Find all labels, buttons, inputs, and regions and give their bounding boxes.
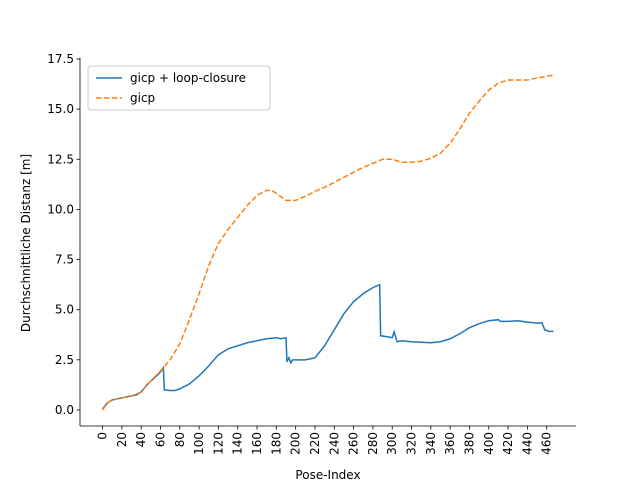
x-tick-label: 320: [405, 432, 419, 455]
x-tick-label: 260: [347, 432, 361, 455]
x-tick-label: 340: [424, 432, 438, 455]
y-tick-label: 10.0: [47, 202, 74, 216]
x-tick-label: 200: [289, 432, 303, 455]
legend-label: gicp + loop-closure: [130, 71, 246, 85]
x-tick-label: 100: [192, 432, 206, 455]
x-tick-label: 280: [366, 432, 380, 455]
data-line: [101, 283, 554, 410]
x-tick-label: 220: [308, 432, 322, 455]
y-tick-label: 0.0: [55, 403, 74, 417]
x-tick-label: 360: [443, 432, 457, 455]
x-tick-label: 140: [231, 432, 245, 455]
x-tick-label: 40: [134, 432, 148, 447]
x-tick-label: 440: [520, 432, 534, 455]
legend-label: gicp: [130, 91, 155, 105]
legend-box: [87, 65, 271, 111]
y-tick-label: 12.5: [47, 152, 74, 166]
x-tick-label: 0: [96, 432, 110, 440]
data-line: [101, 74, 554, 411]
y-tick-label: 15.0: [47, 102, 74, 116]
x-tick-label: 120: [211, 432, 225, 455]
x-tick-label: 160: [250, 432, 264, 455]
x-tick-label: 240: [327, 432, 341, 455]
y-tick-label: 7.5: [55, 253, 74, 267]
x-tick-label: 20: [115, 432, 129, 447]
x-tick-label: 420: [501, 432, 515, 455]
y-tick-label: 17.5: [47, 52, 74, 66]
x-tick-label: 460: [540, 432, 554, 455]
x-axis-label: Pose-Index: [295, 468, 360, 480]
x-tick-label: 300: [385, 432, 399, 455]
x-tick-label: 80: [173, 432, 187, 447]
x-tick-label: 60: [153, 432, 167, 447]
x-tick-label: 380: [462, 432, 476, 455]
y-tick-label: 5.0: [55, 303, 74, 317]
x-tick-label: 180: [269, 432, 283, 455]
y-axis-label: Durchschnittliche Distanz [m]: [19, 154, 33, 332]
y-tick-label: 2.5: [55, 353, 74, 367]
x-tick-label: 400: [482, 432, 496, 455]
